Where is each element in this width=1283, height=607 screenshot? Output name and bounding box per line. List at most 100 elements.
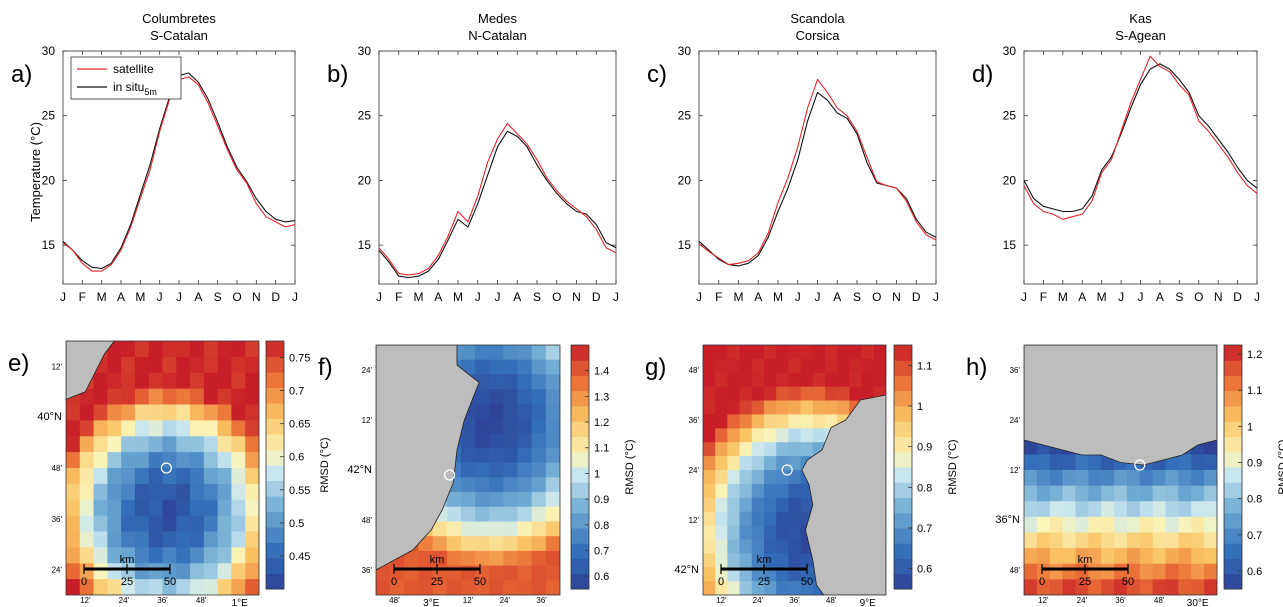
rmsd-cell	[446, 536, 462, 552]
rmsd-cell	[217, 404, 233, 421]
rmsd-cell	[776, 470, 789, 485]
rmsd-cell	[162, 388, 177, 406]
rmsd-cell	[825, 358, 838, 374]
colorbar-segment	[894, 406, 912, 422]
rmsd-cell	[79, 515, 95, 533]
y-tick-label: 30	[358, 44, 372, 58]
rmsd-cell	[1139, 579, 1154, 595]
rmsd-cell	[107, 404, 122, 421]
rmsd-cell	[503, 580, 519, 595]
rmsd-cell	[148, 404, 164, 421]
rmsd-cell	[1126, 501, 1141, 518]
colorbar-segment	[894, 436, 912, 453]
scale-bar-tick-label: 25	[758, 576, 770, 588]
x-tick-label: M	[734, 290, 744, 304]
colorbar-segment	[571, 360, 589, 376]
rmsd-cell	[1088, 454, 1102, 471]
rmsd-cell	[1152, 563, 1167, 580]
rmsd-cell	[1152, 532, 1167, 549]
rmsd-cell	[1191, 516, 1205, 534]
rmsd-cell	[739, 456, 753, 471]
rmsd-cell	[727, 372, 741, 388]
colorbar-frame	[265, 340, 285, 590]
rmsd-cell	[837, 372, 850, 388]
rmsd-cell	[751, 497, 765, 513]
lat-tick-label: 12'	[362, 416, 373, 425]
rmsd-cell	[739, 539, 753, 554]
colorbar-segment	[266, 558, 284, 574]
legend-label-satellite: satellite	[113, 62, 154, 76]
rmsd-cell	[788, 497, 802, 513]
scale-bar: km 0 25 50	[391, 554, 486, 588]
rmsd-cell	[776, 525, 789, 541]
x-tick-label: N	[572, 290, 581, 304]
rmsd-cell	[1088, 485, 1102, 502]
rmsd-cell	[245, 436, 259, 453]
rmsd-cell	[231, 420, 246, 437]
rmsd-cell	[1191, 579, 1205, 595]
rmsd-cell	[517, 477, 533, 493]
colorbar-frame	[570, 344, 590, 590]
rmsd-cell	[66, 436, 81, 453]
rmsd-cell	[489, 477, 504, 493]
rmsd-cell	[764, 470, 777, 485]
rmsd-cell	[837, 400, 850, 416]
rmsd-cell	[176, 356, 191, 374]
rmsd-cell	[812, 345, 826, 360]
rmsd-cell	[849, 345, 863, 360]
rmsd-cell	[203, 563, 219, 580]
rmsd-cell	[489, 359, 504, 376]
rmsd-cell	[861, 345, 875, 360]
rmsd-cell	[788, 567, 802, 582]
rmsd-cell	[788, 442, 802, 457]
colorbar-segment	[894, 467, 912, 483]
colorbar-segment	[266, 372, 284, 388]
rmsd-cell	[1049, 470, 1064, 487]
rmsd-cell	[764, 497, 777, 513]
panel-letter: c)	[647, 61, 667, 88]
x-tick-label: S	[214, 290, 222, 304]
station-marker	[444, 469, 456, 481]
rmsd-cell	[66, 468, 81, 485]
y-tick-label: 25	[42, 109, 56, 123]
x-tick-label: J	[475, 290, 481, 304]
colorbar-tick-label: 0.8	[594, 520, 609, 532]
colorbar-tick-label: 0.6	[917, 564, 932, 576]
rmsd-cell	[751, 567, 765, 582]
rmsd-cell	[1101, 516, 1115, 534]
rmsd-cell	[475, 374, 490, 390]
map-panel-2: f) 24' 12' 42°N 48' 36' 48' 3°E 12' 24' 36' km 0 25 50…	[318, 344, 636, 607]
rmsd-cell	[764, 400, 777, 416]
rmsd-cell	[245, 579, 259, 595]
colorbar-segment	[1224, 406, 1242, 422]
plot-frame	[698, 50, 937, 285]
rmsd-cell	[1049, 563, 1064, 580]
rmsd-cell	[1049, 501, 1064, 518]
lat-tick-label: 42°N	[347, 464, 372, 476]
rmsd-cell	[1191, 485, 1205, 502]
rmsd-cell	[1114, 532, 1128, 549]
rmsd-cell	[1178, 485, 1192, 502]
lon-tick-label: 36'	[157, 596, 168, 605]
colorbar-segment	[571, 497, 589, 514]
rmsd-cell	[1101, 501, 1115, 518]
rmsd-cell	[800, 372, 814, 388]
rmsd-cell	[739, 470, 753, 485]
rmsd-cell	[531, 389, 547, 405]
rmsd-cell	[1114, 470, 1128, 487]
rmsd-cell	[739, 581, 753, 595]
rmsd-cell	[245, 547, 259, 564]
plot-frame	[1023, 50, 1258, 285]
rmsd-cell	[1101, 579, 1115, 595]
temperature-axis-label: Temperature (°C)	[28, 122, 43, 222]
rmsd-cell	[121, 452, 136, 469]
rmsd-cell	[545, 477, 560, 493]
colorbar-tick-label: 0.9	[917, 442, 932, 454]
colorbar-segment	[1224, 528, 1242, 544]
rmsd-cell	[703, 358, 716, 374]
rmsd-cell	[404, 550, 420, 567]
rmsd-cell	[764, 511, 777, 527]
colorbar-segment	[894, 558, 912, 575]
y-tick-label: 15	[1003, 238, 1017, 252]
